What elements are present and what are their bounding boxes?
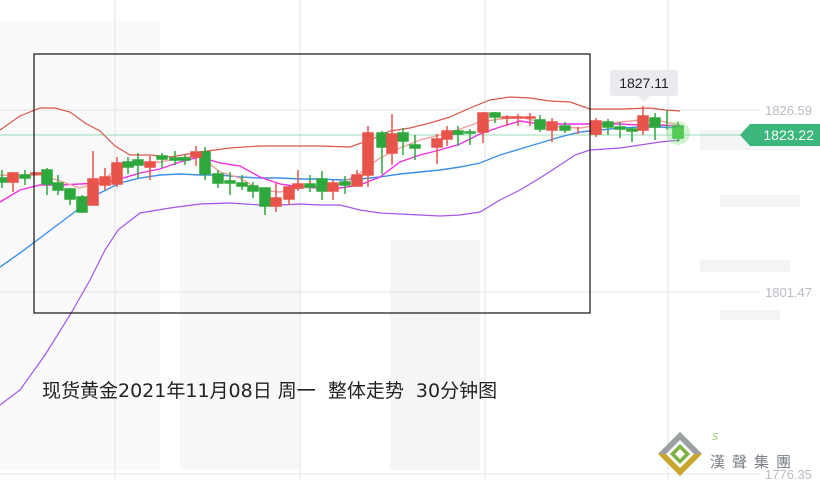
chart-caption: 现货黄金2021年11月08日 周一 整体走势 30分钟图 (42, 380, 498, 402)
bollinger-lower-line (0, 139, 681, 406)
company-logo-icon (658, 432, 702, 476)
bollinger-mid-line (0, 126, 681, 268)
candles (0, 106, 684, 215)
logo-text: 漢聲集團 (710, 453, 799, 471)
bollinger-upper-line (0, 96, 681, 158)
price-tooltip: 1827.11 (610, 70, 678, 102)
logo-mark: S (712, 432, 719, 443)
y-axis-label-2: 1801.47 (765, 285, 812, 300)
background-watermark (0, 20, 800, 470)
y-axis-label-1: 1826.59 (765, 103, 812, 118)
highlight-box (33, 53, 591, 314)
y-axis-label-3: 1776.35 (765, 467, 812, 482)
current-price-tag: 1823.22 (740, 124, 820, 146)
